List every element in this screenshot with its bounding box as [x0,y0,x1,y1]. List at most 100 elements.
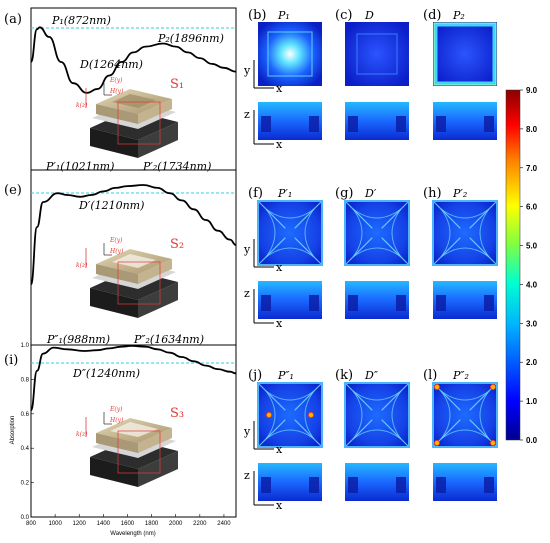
metal-front [96,104,138,124]
hotspot [307,411,314,418]
diagonal-arm [294,382,323,411]
y-tick-label: 1.0 [21,343,30,349]
colorbar-tick-label: 0.0 [526,436,538,445]
map-label: (g) [335,186,353,201]
field-map-c: (c) D [335,8,409,140]
panel-label: (e) [4,183,22,198]
map-title: P₂ [452,9,465,22]
frame-glow [432,382,498,448]
diagonal-arm [257,237,286,266]
x-tick-label: 800 [26,521,37,527]
diagonal-arm [257,200,286,229]
peak2-annotation: P₂(1896nm) [157,32,224,45]
star-outline [352,390,402,440]
hole [112,94,156,108]
pillar-left [436,477,446,493]
pillar-left [436,116,446,132]
absorption-curve [30,344,237,412]
substrate-side [138,451,178,487]
map-title: D′ [364,187,377,200]
colorbar-tick-label: 2.0 [526,358,538,367]
x-axis-label: x [276,82,283,95]
x-tick-label: 1000 [48,521,62,527]
map-label: (c) [335,8,352,23]
peak2-annotation: P″₂(1634nm) [133,333,204,346]
field-map-d: (d) P₂ [423,8,497,140]
map-title: P′₂ [452,187,467,200]
pillar-right [396,116,406,132]
y-tick-label: 0.0 [21,515,30,521]
metal-side [138,259,172,284]
spectrum-panel-e: (e) P′₁(1021nm) P′₂(1734nm) D′(1210nm) E… [4,160,237,346]
structure-name: S₂ [170,237,184,252]
spectrum-panel-a: (a) P₁(872nm) P₂(1896nm) D(1264nm) E(y) … [4,7,237,171]
field-map-l: (l) P″₂ [423,368,498,501]
diagonal-arm [432,237,461,266]
map-title: D [364,9,374,22]
x-axis-label: Wavelength (nm) [110,531,155,537]
k-vector-label: k(z) [76,431,88,438]
hotspot [265,411,272,418]
diagonal-arm [257,419,286,448]
pillar-right [484,477,494,493]
colorbar-tick-label: 1.0 [526,397,538,406]
dip-annotation: D′(1210nm) [78,199,144,212]
map-label: (h) [423,186,442,201]
substrate-front [90,128,138,158]
substrate-front [90,457,138,487]
pillar-right [309,116,319,132]
x-tick-label: 2400 [217,521,231,527]
peak1-annotation: P′₁(1021nm) [45,160,114,173]
k-vector-label: k(z) [76,102,88,109]
structure-inset-s3: E(y) H(y) k(z) S₃ [76,406,184,487]
e-field-label: E(y) [109,406,123,413]
left-column: (a) P₁(872nm) P₂(1896nm) D(1264nm) E(y) … [4,7,237,537]
map-title: P′₁ [277,187,292,200]
diagonal-arm [381,419,410,448]
pillar-left [348,295,358,311]
star-outline [352,208,402,258]
map-label: (f) [248,186,263,201]
star-outline [440,390,490,440]
x-axis-label: x [276,443,283,456]
spectrum-panel-i: (i) P″₁(988nm) P″₂(1634nm) D″(1240nm) 80… [4,333,237,537]
edge-hotspot [434,23,496,85]
pillar-left [261,295,271,311]
x-axis-label: x [276,317,283,330]
star-diagonals [257,200,323,266]
star-hole [110,422,158,437]
star-diagonals [432,200,498,266]
colorbar-tick-label: 6.0 [526,203,538,212]
absorption-curve [30,184,237,286]
hotspot [433,439,440,446]
metal-front [96,433,138,453]
hotspot [489,383,496,390]
edge-glow [433,22,497,86]
dip-annotation: D(1264nm) [79,58,143,71]
pillar-left [261,116,271,132]
diagonal-arm [294,237,323,266]
x-axis-label: x [276,261,283,274]
field-map-h: (h) P′₂ [423,186,498,319]
substrate-front [90,288,138,318]
unit-cell-box [117,261,161,305]
field-map-j: (j) P″₁ [248,368,323,501]
pillar-left [348,477,358,493]
plot-frame [30,344,237,518]
absorption-curve [30,26,237,94]
star-outline [265,390,315,440]
xy-field-map [258,22,322,86]
field-map-f: (f) P′₁ [248,186,323,319]
colorbar-tick-label: 8.0 [526,125,538,134]
diagonal-arm [432,200,461,229]
metal-front [96,264,138,284]
h-field-label: H(y) [109,88,124,95]
map-label: (l) [423,368,437,383]
colorbar-tick-label: 7.0 [526,164,538,173]
field-map-k: (k) D″ [335,368,410,501]
e-field-label: E(y) [109,237,123,244]
star-outline [265,208,315,258]
map-title: P₁ [277,9,290,22]
